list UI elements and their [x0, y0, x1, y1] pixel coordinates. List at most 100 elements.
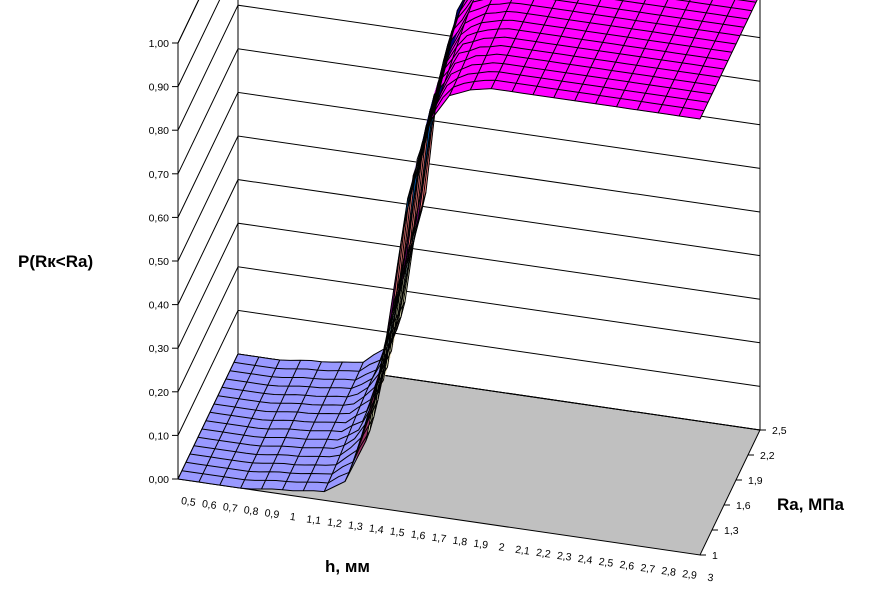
y-tick-label: 1,3 — [724, 525, 739, 537]
wall-gridline — [177, 179, 761, 305]
surface-gridline-ra — [197, 44, 721, 449]
x-tick-label: 3 — [707, 572, 715, 585]
surface-gridline-h — [428, 0, 475, 124]
z-tick-label: 0,00 — [149, 474, 170, 486]
surface-gridline-ra — [229, 0, 753, 381]
z-tick-label: 0,60 — [149, 212, 170, 224]
z-tick-label: 0,10 — [149, 430, 170, 442]
surface-gridline-h — [365, 192, 427, 442]
z-tick-label: 0,70 — [149, 169, 170, 181]
surface-gridline-ra — [201, 36, 725, 441]
wall-gridline — [177, 91, 761, 218]
x-tick-label: 1,6 — [410, 529, 426, 543]
surface-gridline-h — [657, 0, 713, 114]
surface-gridline-h — [553, 0, 602, 98]
x-axis-ticks: 0,5 0,6 0,7 0,8 0,9 1 1,1 1,2 1,3 1,4 1,5 1,6 1,7 1,8… — [180, 495, 714, 584]
wall-gridline — [177, 0, 200, 44]
x-tick-label: 1,9 — [473, 538, 489, 552]
wall-gridline — [177, 309, 761, 436]
surface-gridline-ra — [205, 28, 729, 433]
wall-gridline — [177, 135, 761, 262]
surface-gridline-h — [678, 0, 736, 117]
y-tick-label: 1,9 — [748, 475, 763, 487]
z-tick-label: 0,30 — [149, 343, 170, 355]
x-tick-label: 1,4 — [368, 522, 384, 536]
x-tick-label: 2,2 — [535, 547, 551, 561]
z-tick-label: 0,50 — [149, 256, 170, 268]
x-tick-label: 0,9 — [264, 507, 280, 521]
surface-gridline-ra — [237, 0, 464, 363]
surface-gridline-h — [469, 0, 513, 91]
surface-gridline-h — [448, 0, 492, 96]
surface-gridline-ra — [217, 2, 741, 406]
surface-gridline-h — [490, 0, 535, 89]
z-axis-ticks: 0,00 0,10 0,20 0,30 0,40 0,50 0,60 0,70 0,80 0,90… — [149, 38, 178, 486]
x-axis-title: h, мм — [325, 557, 370, 576]
x-tick-label: 1 — [289, 511, 297, 524]
x-tick-label: 2,6 — [619, 559, 635, 573]
x-tick-label: 2,9 — [681, 568, 697, 582]
y-tick-label: 1 — [712, 550, 718, 562]
x-tick-label: 2,3 — [556, 550, 572, 564]
surface-gridline-h — [636, 0, 691, 111]
z-axis-title: P(Rк<Ra) — [18, 252, 93, 271]
y-tick-label: 2,5 — [772, 425, 787, 437]
surface-gridline-h — [198, 356, 260, 483]
x-tick-label: 1,5 — [389, 525, 405, 539]
x-tick-label: 1,2 — [327, 516, 343, 530]
x-tick-label: 2,8 — [661, 565, 677, 579]
wall-gridline — [177, 266, 761, 393]
surface-gridline-ra — [189, 62, 713, 466]
y-tick-label: 1,6 — [736, 500, 751, 512]
x-tick-label: 0,6 — [201, 498, 217, 512]
surface-gridline-ra — [233, 0, 757, 372]
surface-gridline-h — [532, 0, 580, 95]
z-tick-label: 0,80 — [149, 125, 170, 137]
surface-gridline-ra — [209, 19, 733, 424]
wall-gridline — [177, 222, 761, 349]
y-axis-title: Ra, МПа — [777, 495, 845, 514]
x-tick-label: 1,7 — [431, 532, 447, 546]
surface-gridline-ra — [193, 53, 717, 458]
y-tick-label: 2,2 — [760, 450, 775, 462]
surface-gridline-ra — [177, 88, 701, 493]
surface-gridline-h — [344, 301, 406, 482]
x-tick-label: 2,5 — [598, 556, 614, 570]
surface-gridline-ra — [181, 79, 705, 484]
surface-gridline-h — [699, 0, 758, 120]
surface-gridline-h — [386, 62, 448, 336]
z-tick-label: 0,40 — [149, 300, 170, 312]
surface-gridline-h — [281, 361, 343, 491]
y-axis-ticks: 1 1,3 1,6 1,9 2,2 2,5 — [700, 425, 787, 562]
surface-gridline-h — [595, 0, 646, 105]
surface-gridline-ra — [213, 10, 737, 415]
surface-gridline-h — [574, 0, 624, 102]
surface-gridline-ra — [225, 0, 749, 390]
surface-gridline-h — [511, 0, 557, 92]
z-tick-label: 0,90 — [149, 82, 170, 94]
x-tick-label: 0,5 — [180, 495, 196, 509]
x-tick-label: 0,7 — [222, 501, 238, 515]
surface-gridline-ra — [185, 71, 709, 475]
surface-gridline-h — [407, 0, 466, 199]
x-tick-label: 2,4 — [577, 553, 593, 567]
x-tick-label: 2,1 — [514, 544, 530, 558]
surface-gridline-ra — [221, 0, 745, 398]
x-tick-label: 1,8 — [452, 535, 468, 549]
surface-gridline-h — [177, 353, 239, 480]
surface-gridline-h — [616, 0, 669, 108]
surface-gridline-h — [240, 360, 302, 489]
z-tick-label: 1,00 — [149, 38, 170, 50]
x-tick-label: 2,7 — [640, 562, 656, 576]
x-tick-label: 2 — [498, 541, 506, 554]
surface-gridline-h — [323, 348, 385, 492]
surface-gridline-h — [302, 361, 364, 491]
x-tick-label: 1,3 — [347, 519, 363, 533]
z-tick-label: 0,20 — [149, 387, 170, 399]
surface-gridline-h — [219, 359, 281, 486]
surface-gridline-h — [261, 361, 322, 490]
surface-plot — [177, 0, 758, 493]
x-tick-label: 1,1 — [306, 513, 322, 527]
